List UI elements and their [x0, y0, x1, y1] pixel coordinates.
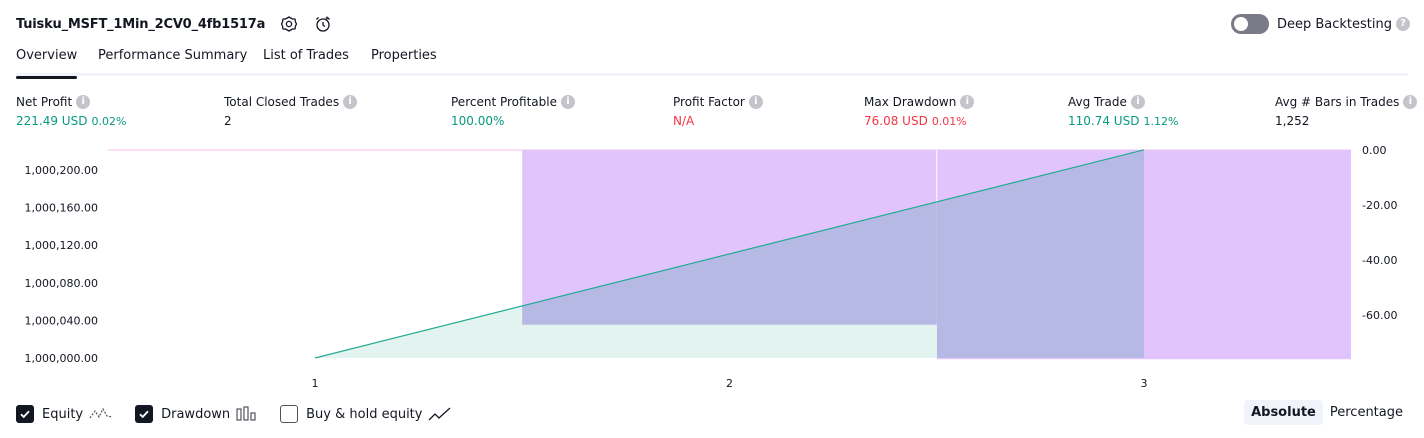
percentage-button[interactable]: Percentage	[1323, 400, 1410, 425]
metric-label: Avg Trade	[1068, 95, 1127, 109]
y-axis-right-tick: -60.00	[1362, 309, 1397, 322]
drawdown-label: Drawdown	[161, 407, 230, 422]
info-icon[interactable]: i	[561, 95, 575, 109]
tab-performance-summary[interactable]: Performance Summary	[98, 48, 247, 76]
absolute-button[interactable]: Absolute	[1244, 400, 1323, 425]
y-axis-left-tick: 1,000,200.00	[25, 164, 98, 177]
metric-avg-bars: Avg # Bars in Trades i 1,252	[1275, 94, 1417, 130]
buy-hold-label: Buy & hold equity	[306, 407, 422, 422]
equity-checkbox[interactable]: Equity	[16, 405, 113, 423]
tab-properties[interactable]: Properties	[371, 48, 437, 76]
info-icon[interactable]: i	[1131, 95, 1145, 109]
metric-label: Avg # Bars in Trades	[1275, 95, 1399, 109]
report-tabs: Overview Performance Summary List of Tra…	[16, 44, 1408, 76]
y-axis-left-tick: 1,000,000.00	[25, 352, 98, 365]
x-axis-tick: 2	[726, 377, 733, 390]
metric-value: 76.08 USD	[864, 114, 928, 128]
metric-total-closed-trades: Total Closed Trades i 2	[224, 94, 357, 130]
metric-label: Max Drawdown	[864, 95, 956, 109]
y-axis-right-tick: 0.00	[1362, 144, 1387, 157]
gear-icon[interactable]	[279, 14, 299, 34]
y-axis-left-tick: 1,000,080.00	[25, 277, 98, 290]
checkbox-checked-icon[interactable]	[16, 405, 34, 423]
metric-percent: 0.02%	[91, 115, 126, 128]
info-icon[interactable]: i	[749, 95, 763, 109]
deep-backtesting-control: Deep Backtesting ?	[1231, 12, 1410, 36]
metric-percent: 0.01%	[932, 115, 967, 128]
metric-net-profit: Net Profit i 221.49 USD 0.02%	[16, 94, 126, 130]
equity-label: Equity	[42, 407, 83, 422]
alarm-clock-icon[interactable]	[313, 14, 333, 34]
metric-value: 110.74 USD	[1068, 114, 1139, 128]
metric-percent: 1.12%	[1143, 115, 1178, 128]
metric-label: Net Profit	[16, 95, 72, 109]
info-icon[interactable]: i	[960, 95, 974, 109]
metric-avg-trade: Avg Trade i 110.74 USD 1.12%	[1068, 94, 1178, 130]
y-axis-right-tick: -40.00	[1362, 254, 1397, 267]
metric-value: N/A	[673, 114, 694, 128]
strategy-header: Tuisku_MSFT_1Min_2CV0_4fb1517a	[16, 12, 333, 36]
y-axis-left-tick: 1,000,040.00	[25, 314, 98, 327]
tab-list-of-trades[interactable]: List of Trades	[263, 48, 349, 76]
y-axis-right-tick: -20.00	[1362, 199, 1397, 212]
deep-backtesting-label: Deep Backtesting	[1277, 17, 1392, 32]
equity-drawdown-chart[interactable]: 1,000,200.00 1,000,160.00 1,000,120.00 1,00…	[0, 140, 1424, 395]
metric-label: Profit Factor	[673, 95, 745, 109]
info-icon[interactable]: i	[76, 95, 90, 109]
chart-legend: Equity Drawdown Buy & hold equity	[16, 403, 474, 425]
buy-hold-line-icon	[428, 406, 452, 422]
metric-label: Percent Profitable	[451, 95, 557, 109]
checkbox-unchecked-icon[interactable]	[280, 405, 298, 423]
strategy-title: Tuisku_MSFT_1Min_2CV0_4fb1517a	[16, 17, 265, 32]
metric-value: 100.00%	[451, 114, 504, 128]
tab-overview[interactable]: Overview	[16, 48, 77, 76]
buy-hold-checkbox[interactable]: Buy & hold equity	[280, 405, 452, 423]
info-icon[interactable]: i	[1403, 95, 1417, 109]
x-axis-tick: 1	[312, 377, 319, 390]
y-axis-left-tick: 1,000,160.00	[25, 202, 98, 215]
display-mode-switch: Absolute Percentage	[1244, 400, 1410, 425]
metric-percent-profitable: Percent Profitable i 100.00%	[451, 94, 575, 130]
metric-label: Total Closed Trades	[224, 95, 339, 109]
drawdown-checkbox[interactable]: Drawdown	[135, 405, 258, 423]
metric-value: 221.49 USD	[16, 114, 87, 128]
info-icon[interactable]: i	[343, 95, 357, 109]
drawdown-bars-icon	[236, 406, 258, 422]
deep-backtesting-toggle[interactable]	[1231, 14, 1269, 34]
metric-value: 1,252	[1275, 114, 1309, 128]
help-icon[interactable]: ?	[1396, 17, 1410, 31]
metric-value: 2	[224, 114, 232, 128]
metric-profit-factor: Profit Factor i N/A	[673, 94, 763, 130]
y-axis-left-tick: 1,000,120.00	[25, 239, 98, 252]
checkbox-checked-icon[interactable]	[135, 405, 153, 423]
metric-max-drawdown: Max Drawdown i 76.08 USD 0.01%	[864, 94, 974, 130]
equity-line-icon	[89, 406, 113, 422]
x-axis-tick: 3	[1141, 377, 1148, 390]
